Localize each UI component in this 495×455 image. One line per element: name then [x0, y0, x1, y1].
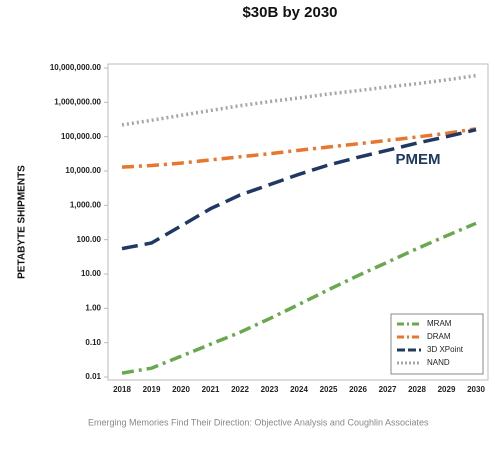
caption: Emerging Memories Find Their Direction: …: [88, 417, 429, 427]
chart-title: $30B by 2030: [242, 4, 337, 21]
x-tick-label: 2023: [261, 385, 279, 394]
y-tick-label: 10.00: [81, 269, 102, 278]
y-tick-label: 1.00: [85, 303, 101, 312]
x-tick-label: 2019: [143, 385, 161, 394]
x-tick-label: 2025: [320, 385, 338, 394]
y-tick-label: 0.01: [85, 372, 101, 381]
series-line: [121, 73, 477, 127]
x-tick-label: 2028: [408, 385, 426, 394]
x-tick-label: 2021: [202, 385, 220, 394]
y-tick-label: 10,000.00: [65, 166, 101, 175]
series-line: [121, 127, 477, 251]
annotation: PMEM: [396, 151, 441, 168]
legend-label: 3D XPoint: [427, 345, 464, 354]
legend-label: DRAM: [427, 332, 451, 341]
plot-frame: [107, 63, 489, 381]
y-tick-label: 100.00: [77, 235, 102, 244]
legend-label: MRAM: [427, 319, 452, 328]
x-tick-label: 2029: [438, 385, 456, 394]
y-tick-label: 0.10: [85, 338, 101, 347]
y-tick-label: 10,000,000.00: [50, 63, 102, 72]
y-tick-label: 100,000.00: [61, 132, 102, 141]
x-tick-label: 2027: [379, 385, 397, 394]
y-tick-label: 1,000.00: [70, 200, 102, 209]
x-tick-label: 2020: [172, 385, 190, 394]
x-tick-label: 2030: [467, 385, 485, 394]
x-tick-label: 2022: [231, 385, 249, 394]
series-line: [121, 221, 477, 375]
x-tick-label: 2026: [349, 385, 367, 394]
x-tick-label: 2024: [290, 385, 308, 394]
y-axis-label: PETABYTE SHIPMENTS: [17, 165, 28, 279]
x-tick-label: 2018: [113, 385, 131, 394]
legend-label: NAND: [427, 358, 450, 367]
y-tick-label: 1,000,000.00: [54, 97, 101, 106]
series-line: [121, 127, 477, 169]
